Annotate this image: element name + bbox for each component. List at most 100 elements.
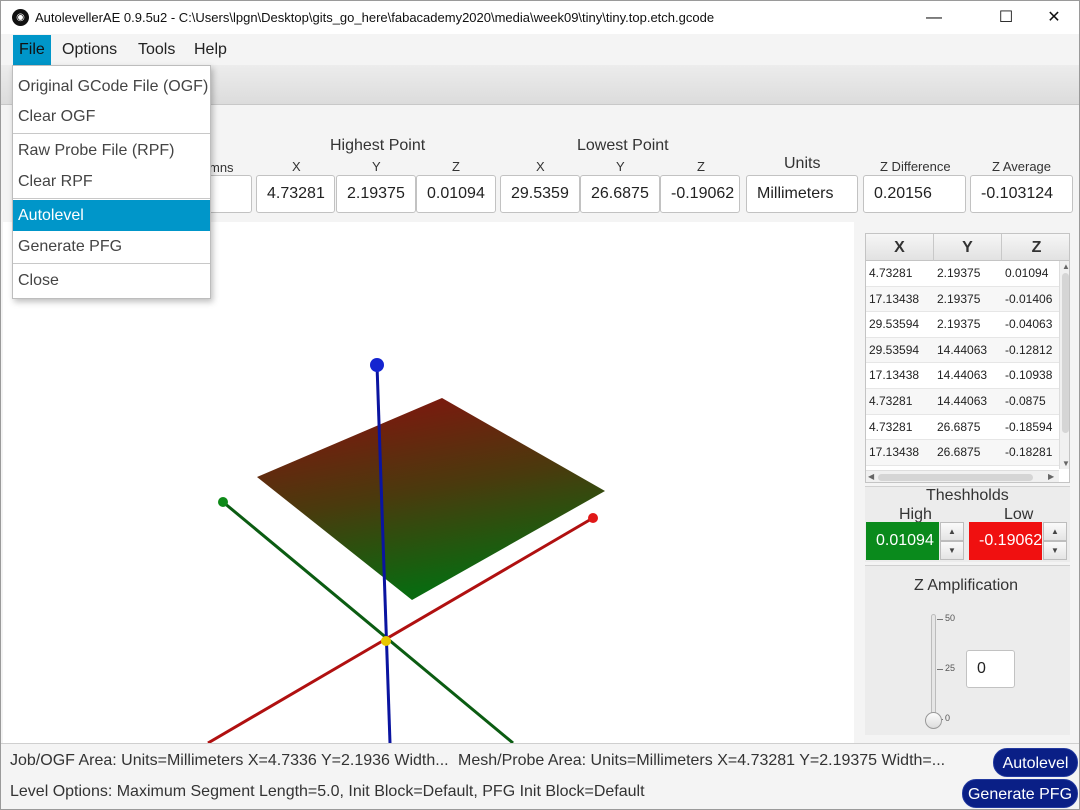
origin-marker xyxy=(381,636,391,646)
probe-points-table[interactable]: X Y Z 4.73281 2.19375 0.01094 17.13438 2… xyxy=(865,233,1070,483)
high-x-label: X xyxy=(292,159,301,174)
threshold-low-field[interactable]: -0.19062 xyxy=(969,522,1042,560)
slider-tick xyxy=(937,669,943,670)
vertical-scroll-thumb[interactable] xyxy=(1062,273,1069,433)
autolevel-button[interactable]: Autolevel xyxy=(993,748,1078,777)
menu-bar: File Options Tools Help xyxy=(1,34,1079,65)
3d-preview-viewport[interactable] xyxy=(3,222,854,743)
z-amplification-title: Z Amplification xyxy=(914,577,1019,594)
scroll-left-icon[interactable]: ◀ xyxy=(868,472,875,481)
menu-options[interactable]: Options xyxy=(62,41,118,58)
z-amplification-value-field[interactable]: 0 xyxy=(966,650,1015,688)
column-header-y[interactable]: Y xyxy=(934,234,1002,261)
menu-item-clear-ogf[interactable]: Clear OGF xyxy=(18,108,96,125)
y-axis-endpoint xyxy=(218,497,228,507)
low-z-label: Z xyxy=(697,159,705,174)
menu-item-clear-rpf[interactable]: Clear RPF xyxy=(18,173,93,190)
z-axis-line xyxy=(375,364,392,743)
scroll-down-icon[interactable]: ▼ xyxy=(1062,459,1070,468)
window-title: AutolevellerAE 0.9.5u2 - C:\Users\lpgn\D… xyxy=(35,10,715,25)
threshold-high-field[interactable]: 0.01094 xyxy=(866,522,939,560)
lowest-z-field[interactable]: -0.19062 xyxy=(660,175,740,213)
z-amplification-slider[interactable] xyxy=(931,614,936,722)
table-horizontal-scrollbar[interactable]: ◀ ▶ xyxy=(866,470,1059,482)
probe-mesh-plane xyxy=(257,398,605,600)
threshold-low-increment-button[interactable]: ▲ xyxy=(1043,522,1067,541)
table-row[interactable]: 17.13438 2.19375 -0.01406 xyxy=(866,286,1059,313)
table-row[interactable]: 4.73281 2.19375 0.01094 xyxy=(866,261,1059,287)
threshold-high-increment-button[interactable]: ▲ xyxy=(940,522,964,541)
z-axis-endpoint xyxy=(370,358,384,372)
maximize-button[interactable]: ☐ xyxy=(998,9,1014,26)
table-row[interactable]: 4.73281 14.44063 -0.0875 xyxy=(866,389,1059,415)
mesh-area-status: Mesh/Probe Area: Units=Millimeters X=4.7… xyxy=(458,752,946,769)
menu-item-close[interactable]: Close xyxy=(18,272,59,289)
columns-label: mns xyxy=(209,160,234,175)
menu-separator xyxy=(13,198,210,199)
high-z-label: Z xyxy=(452,159,460,174)
y-axis-line xyxy=(222,500,514,743)
cell-x: 17.13438 xyxy=(869,368,920,383)
scroll-right-icon[interactable]: ▶ xyxy=(1048,472,1055,481)
z-average-field[interactable]: -0.103124 xyxy=(970,175,1073,213)
table-row[interactable]: 29.53594 2.19375 -0.04063 xyxy=(866,312,1059,338)
menu-file[interactable]: File xyxy=(13,35,51,65)
lowest-y-field[interactable]: 26.6875 xyxy=(580,175,660,213)
menu-tools[interactable]: Tools xyxy=(138,41,176,58)
units-field[interactable]: Millimeters xyxy=(746,175,858,213)
column-header-z[interactable]: Z xyxy=(1031,239,1042,256)
cell-z: -0.04063 xyxy=(1005,317,1053,332)
menu-help[interactable]: Help xyxy=(194,41,227,58)
menu-item-raw-probe-file[interactable]: Raw Probe File (RPF) xyxy=(18,142,175,159)
table-row[interactable]: 17.13438 26.6875 -0.18281 xyxy=(866,440,1059,466)
level-options-status: Level Options: Maximum Segment Length=5.… xyxy=(10,783,645,800)
high-y-label: Y xyxy=(372,159,381,174)
threshold-high-decrement-button[interactable]: ▼ xyxy=(940,541,964,560)
slider-tick-mid-label: 25 xyxy=(945,663,956,673)
threshold-high-label: High xyxy=(899,506,932,523)
highest-z-field[interactable]: 0.01094 xyxy=(416,175,496,213)
z-amplification-slider-thumb[interactable] xyxy=(925,712,942,729)
units-label: Units xyxy=(784,155,821,172)
cell-x: 4.73281 xyxy=(869,394,913,408)
cell-x: 4.73281 xyxy=(869,419,913,434)
highest-y-field[interactable]: 2.19375 xyxy=(336,175,416,213)
table-row[interactable]: 4.73281 26.6875 -0.18594 xyxy=(866,415,1059,441)
highest-x-field[interactable]: 4.73281 xyxy=(256,175,335,213)
table-row[interactable]: 17.13438 14.44063 -0.10938 xyxy=(866,363,1059,389)
column-header-x[interactable]: X xyxy=(866,234,934,261)
table-row[interactable]: 29.53594 14.44063 -0.12812 xyxy=(866,337,1059,364)
cell-z: -0.0875 xyxy=(1005,394,1046,408)
generate-pfg-button[interactable]: Generate PFG xyxy=(962,779,1078,808)
horizontal-scroll-thumb[interactable] xyxy=(878,474,1033,481)
table-header: X Y Z xyxy=(866,234,1069,261)
cell-y: 2.19375 xyxy=(937,291,981,306)
cell-x: 17.13438 xyxy=(869,445,920,460)
columns-field[interactable] xyxy=(206,175,252,213)
slider-tick-min-label: 0 xyxy=(945,713,951,723)
thresholds-panel: Theshholds High Low 0.01094 ▲ ▼ -0.19062… xyxy=(865,486,1070,562)
low-y-label: Y xyxy=(616,159,625,174)
z-difference-label: Z Difference xyxy=(880,159,951,174)
cell-y: 14.44063 xyxy=(937,394,988,408)
status-bar: Job/OGF Area: Units=Millimeters X=4.7336… xyxy=(1,743,1079,809)
cell-z: -0.10938 xyxy=(1005,368,1053,383)
title-bar: ◉ AutolevellerAE 0.9.5u2 - C:\Users\lpgn… xyxy=(1,1,1079,34)
app-logo-icon: ◉ xyxy=(12,9,29,26)
cell-z: -0.18281 xyxy=(1005,445,1053,460)
x-axis-line xyxy=(207,516,594,743)
cell-z: 0.01094 xyxy=(1005,266,1049,280)
scroll-up-icon[interactable]: ▲ xyxy=(1062,262,1070,271)
threshold-low-decrement-button[interactable]: ▼ xyxy=(1043,541,1067,560)
menu-item-autolevel[interactable]: Autolevel xyxy=(13,200,210,231)
menu-item-original-gcode-file[interactable]: Original GCode File (OGF) xyxy=(18,78,209,95)
cell-x: 29.53594 xyxy=(869,342,920,357)
table-vertical-scrollbar[interactable]: ▲ ▼ xyxy=(1059,261,1070,469)
close-window-button[interactable]: ✕ xyxy=(1047,9,1061,26)
cell-z: -0.12812 xyxy=(1005,342,1053,357)
lowest-x-field[interactable]: 29.5359 xyxy=(500,175,580,213)
menu-item-generate-pfg[interactable]: Generate PFG xyxy=(18,238,123,255)
z-difference-field[interactable]: 0.20156 xyxy=(863,175,966,213)
minimize-button[interactable]: — xyxy=(926,9,942,26)
